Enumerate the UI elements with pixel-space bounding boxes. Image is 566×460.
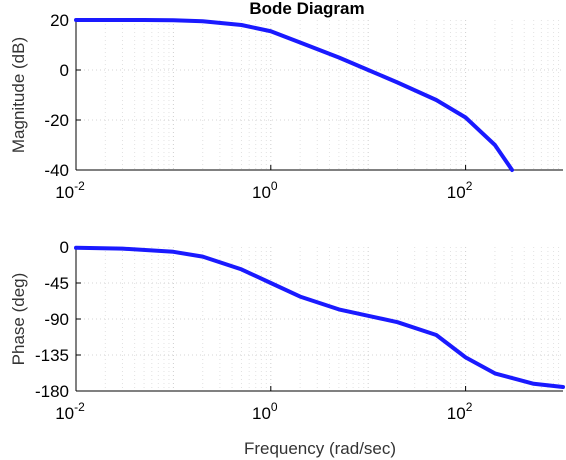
phase-y-axis-label: Phase (deg) (9, 273, 28, 366)
phase-series-line (74, 245, 565, 389)
magnitude-y-tick-label: 0 (60, 61, 69, 80)
phase-y-tick-label: -90 (44, 310, 69, 329)
magnitude-y-axis-label: Magnitude (dB) (9, 37, 28, 153)
chart-title: Bode Diagram (249, 0, 364, 18)
phase-y-tick-label: 0 (60, 238, 69, 257)
phase-x-tick-label: 10-2 (55, 400, 85, 423)
magnitude-x-tick-label: 100 (252, 179, 278, 202)
magnitude-x-tick-label: 102 (447, 179, 473, 202)
magnitude-y-tick-label: -40 (44, 161, 69, 180)
phase-y-tick-label: -180 (35, 382, 69, 401)
phase-x-tick-label: 102 (447, 400, 473, 423)
magnitude-y-tick-label: 20 (50, 11, 69, 30)
phase-x-tick-label: 100 (252, 400, 278, 423)
magnitude-x-tick-label: 10-2 (55, 179, 85, 202)
x-axis-label: Frequency (rad/sec) (244, 439, 396, 458)
magnitude-y-tick-label: -20 (44, 111, 69, 130)
phase-y-tick-label: -135 (35, 346, 69, 365)
phase-y-tick-label: -45 (44, 274, 69, 293)
magnitude-plot-area (76, 20, 563, 170)
magnitude-series-line (74, 18, 515, 172)
